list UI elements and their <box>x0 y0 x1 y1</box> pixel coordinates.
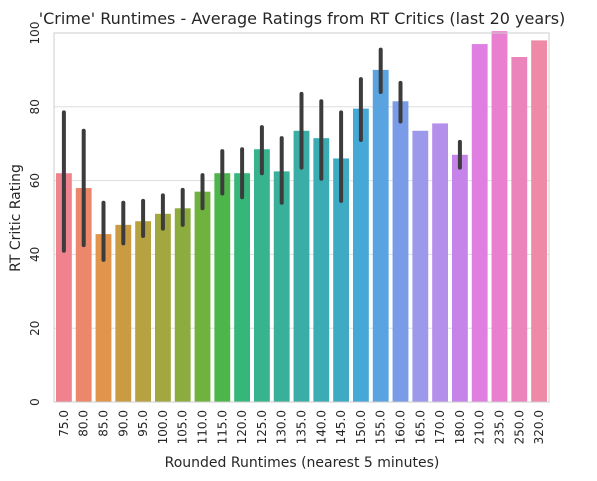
bar <box>313 138 330 403</box>
bar <box>253 149 270 402</box>
bar <box>372 69 389 403</box>
x-tick-label: 135.0 <box>295 410 309 444</box>
x-tick-label: 75.0 <box>57 410 71 437</box>
x-tick-label: 160.0 <box>394 410 408 444</box>
plot-frame <box>53 32 550 403</box>
x-tick-label: 115.0 <box>215 410 229 444</box>
x-tick-label: 235.0 <box>493 410 507 444</box>
x-tick-label: 80.0 <box>77 410 91 437</box>
bar <box>194 191 211 402</box>
x-tick-label: 120.0 <box>235 410 249 444</box>
x-tick-label: 105.0 <box>176 410 190 444</box>
y-tick-label: 80 <box>28 99 42 114</box>
y-tick-label: 60 <box>28 173 42 188</box>
x-tick-label: 95.0 <box>136 410 150 437</box>
x-tick-label: 125.0 <box>255 410 269 444</box>
bars <box>55 31 548 403</box>
y-tick-label: 100 <box>28 22 42 45</box>
bar <box>531 40 548 402</box>
error-bars <box>61 47 462 262</box>
x-axis-label: Rounded Runtimes (nearest 5 minutes) <box>165 455 440 471</box>
bar <box>55 173 72 402</box>
bar <box>451 154 468 402</box>
bar <box>412 130 429 402</box>
x-tick-label: 250.0 <box>512 410 526 444</box>
x-tick-label: 150.0 <box>354 410 368 444</box>
y-axis-label: RT Critic Rating <box>8 164 24 272</box>
x-tick-label: 155.0 <box>374 410 388 444</box>
x-tick-label: 210.0 <box>473 410 487 444</box>
x-tick-label: 320.0 <box>532 410 546 444</box>
bar <box>273 171 290 402</box>
y-tick-label: 0 <box>28 398 42 406</box>
bar <box>214 173 231 402</box>
bar <box>75 187 92 402</box>
y-tick-labels: 0 20 40 60 80 100 <box>28 22 42 406</box>
x-tick-label: 140.0 <box>314 410 328 444</box>
x-tick-label: 90.0 <box>116 410 130 437</box>
bar <box>293 130 310 402</box>
bar <box>491 31 508 403</box>
x-tick-label: 165.0 <box>413 410 427 444</box>
bar <box>234 173 251 402</box>
bar <box>174 208 191 402</box>
x-tick-label: 100.0 <box>156 410 170 444</box>
bar <box>135 221 152 402</box>
chart-title: 'Crime' Runtimes - Average Ratings from … <box>39 9 566 28</box>
bar <box>511 56 528 403</box>
x-tick-label: 145.0 <box>334 410 348 444</box>
x-tick-labels: 75.0 80.0 85.0 90.0 95.0 100.0 105.0 110.0 115.0… <box>57 410 546 444</box>
bar <box>432 123 449 402</box>
x-tick-label: 170.0 <box>433 410 447 444</box>
x-tick-label: 130.0 <box>275 410 289 444</box>
bar <box>392 101 409 402</box>
bar <box>333 158 350 402</box>
bar <box>471 44 488 402</box>
bar <box>154 213 171 402</box>
x-tick-label: 85.0 <box>97 410 111 437</box>
x-tick-label: 110.0 <box>196 410 210 444</box>
bar <box>352 108 369 403</box>
x-tick-label: 180.0 <box>453 410 467 444</box>
y-tick-label: 20 <box>28 321 42 336</box>
bar <box>95 234 112 402</box>
y-tick-label: 40 <box>28 247 42 262</box>
bar <box>115 224 132 402</box>
